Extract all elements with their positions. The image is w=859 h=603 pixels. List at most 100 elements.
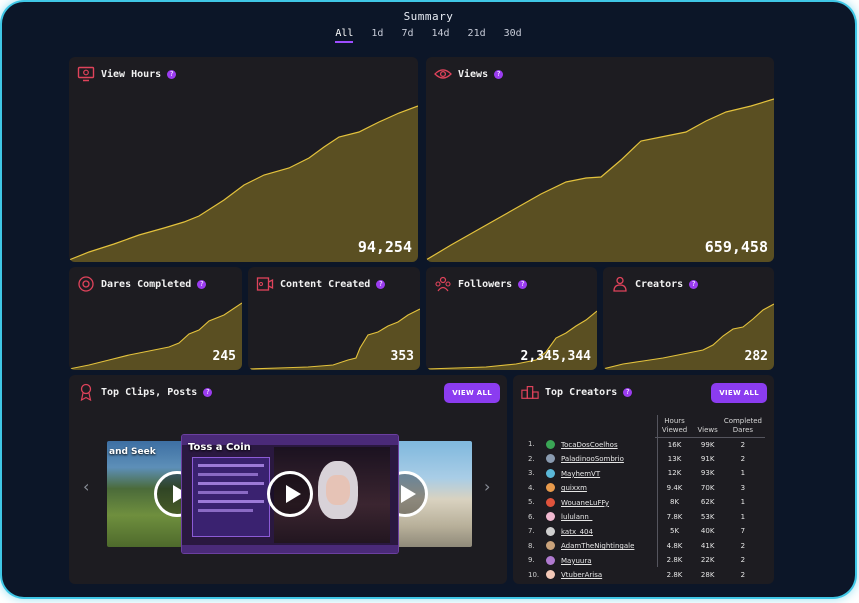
play-button[interactable] (267, 471, 313, 517)
creator-name-link[interactable]: AdamTheNightingale (543, 539, 655, 554)
creator-name-link[interactable]: guixxm (543, 481, 655, 496)
views-cell: 93K (700, 469, 715, 478)
tab-all[interactable]: All (335, 28, 354, 43)
column-header-dares: Completed Dares (720, 415, 765, 438)
creators-sparkline (603, 303, 774, 370)
creator-name[interactable]: lululann_ (561, 513, 593, 522)
play-button[interactable] (154, 471, 187, 517)
hours-viewed-cell: 12K (667, 469, 682, 478)
rank-cell: 4. (528, 483, 535, 492)
top-creators-title: Top Creators (545, 386, 618, 398)
views-cell: 41K (700, 541, 715, 550)
views-cell: 62K (700, 498, 715, 507)
clip-thumbnail-featured[interactable]: Toss a Coin (182, 435, 398, 553)
creator-name[interactable]: PaladinooSombrio (561, 455, 624, 464)
creator-name-link[interactable]: WouaneLuFFy (543, 495, 655, 510)
completed-dares-cell: 2 (740, 541, 746, 550)
dashboard-frame: Summary All 1d 7d 14d 21d 30d View Hours… (2, 2, 855, 597)
hours-viewed-cell: 2.8K (666, 556, 683, 565)
creator-name-link[interactable]: VtuberArisa (543, 568, 655, 583)
clips-view-all-button[interactable]: VIEW ALL (444, 383, 500, 403)
views-cell: 91K (700, 454, 715, 463)
table-row: 8. AdamTheNightingale 4.8K 41K 2 (525, 539, 765, 554)
content-created-value: 353 (390, 349, 414, 364)
tab-7d[interactable]: 7d (401, 28, 414, 39)
top-clips-title: Top Clips, Posts (101, 386, 198, 398)
tab-14d[interactable]: 14d (431, 28, 450, 39)
view-hours-value: 94,254 (357, 238, 412, 256)
creator-name-link[interactable]: TocaDosCoelhos (543, 437, 655, 452)
views-cell: 22K (700, 556, 715, 565)
chevron-right-icon[interactable]: › (484, 477, 491, 496)
clip-thumbnail[interactable] (397, 441, 472, 547)
help-icon[interactable]: ? (494, 69, 504, 79)
views-cell: 70K (700, 483, 715, 492)
avatar (546, 497, 555, 507)
followers-value: 2,345,344 (520, 349, 591, 364)
rank-cell: 1. (528, 440, 535, 449)
creator-name-link[interactable]: lululann_ (543, 510, 655, 525)
table-row: 10. VtuberArisa 2.8K 28K 2 (525, 568, 765, 583)
creator-name[interactable]: AdamTheNightingale (561, 542, 635, 551)
completed-dares-cell: 2 (740, 454, 746, 463)
help-icon[interactable]: ? (518, 279, 528, 289)
eye-icon (434, 65, 452, 83)
help-icon[interactable]: ? (689, 279, 699, 289)
tab-30d[interactable]: 30d (503, 28, 522, 39)
rank-cell: 9. (528, 556, 535, 565)
clip-title: and Seek (109, 447, 156, 457)
followers-label: Followers (458, 278, 513, 290)
help-icon[interactable]: ? (376, 279, 386, 289)
rank-cell: 7. (528, 527, 535, 536)
creator-name[interactable]: guixxm (561, 484, 587, 493)
avatar (546, 483, 555, 493)
creators-card: Creators ? 282 (603, 267, 774, 370)
clip-thumbnail[interactable]: and Seek (107, 441, 187, 547)
views-value: 659,458 (704, 238, 768, 256)
award-icon (77, 383, 95, 401)
time-range-tabs: All 1d 7d 14d 21d 30d (2, 28, 855, 43)
completed-dares-cell: 2 (740, 556, 746, 565)
table-row: 5. WouaneLuFFy 8K 62K 1 (525, 495, 765, 510)
creator-name[interactable]: VtuberArisa (561, 571, 603, 580)
creator-name[interactable]: WouaneLuFFy (561, 498, 610, 507)
tab-1d[interactable]: 1d (371, 28, 384, 39)
avatar (546, 512, 555, 522)
creator-name-link[interactable]: Mayuura (543, 553, 655, 568)
clips-carousel: ‹ and Seek (69, 427, 507, 557)
completed-dares-cell: 2 (740, 440, 746, 449)
person-icon (611, 275, 629, 293)
content-created-sparkline (248, 308, 420, 370)
help-icon[interactable]: ? (203, 387, 213, 397)
clip-title: Toss a Coin (188, 442, 251, 453)
creator-name-link[interactable]: katx_404 (543, 524, 655, 539)
creators-view-all-button[interactable]: VIEW ALL (711, 383, 767, 403)
chevron-left-icon[interactable]: ‹ (83, 477, 90, 496)
completed-dares-cell: 1 (740, 512, 746, 521)
creators-label: Creators (635, 278, 684, 290)
creator-name[interactable]: MayhemVT (561, 469, 601, 478)
dares-completed-card: Dares Completed ? 245 (69, 267, 242, 370)
hours-viewed-cell: 4.8K (666, 541, 683, 550)
summary-header: Summary All 1d 7d 14d 21d 30d (2, 10, 855, 43)
creator-name[interactable]: katx_404 (561, 527, 593, 536)
avatar (546, 570, 555, 580)
hours-viewed-cell: 2.8K (666, 570, 683, 579)
creator-name-link[interactable]: MayhemVT (543, 466, 655, 481)
help-icon[interactable]: ? (167, 69, 177, 79)
stream-overlay-bar (182, 435, 398, 445)
views-cell: 99K (700, 440, 715, 449)
play-button[interactable] (397, 471, 428, 517)
rank-cell: 2. (528, 454, 535, 463)
hours-viewed-cell: 8K (670, 498, 680, 507)
creator-name[interactable]: TocaDosCoelhos (561, 440, 618, 449)
help-icon[interactable]: ? (623, 387, 633, 397)
monitor-icon (77, 65, 95, 83)
views-sparkline (426, 98, 774, 262)
creator-name-link[interactable]: PaladinooSombrio (543, 452, 655, 467)
avatar (546, 555, 555, 565)
tab-21d[interactable]: 21d (467, 28, 486, 39)
help-icon[interactable]: ? (197, 279, 207, 289)
creator-name[interactable]: Mayuura (561, 556, 592, 565)
dares-completed-value: 245 (212, 349, 236, 364)
